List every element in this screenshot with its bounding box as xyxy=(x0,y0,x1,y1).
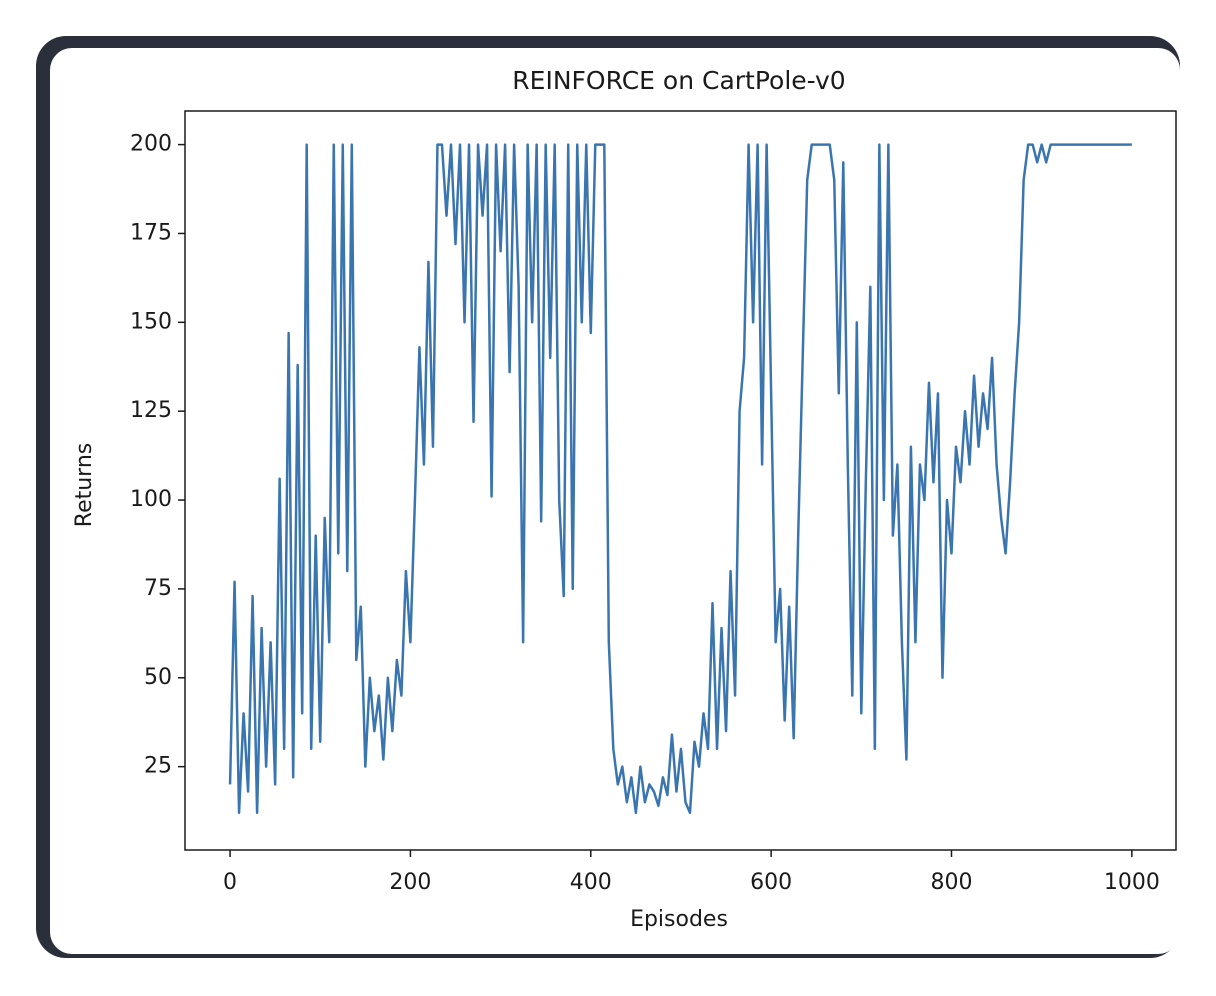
y-tick-label: 125 xyxy=(130,398,172,423)
x-tick-label: 1000 xyxy=(1104,870,1160,895)
x-tick-label: 0 xyxy=(223,870,237,895)
x-tick-label: 600 xyxy=(750,870,792,895)
axes-frame xyxy=(184,110,1177,851)
y-tick-label: 175 xyxy=(130,220,172,245)
figure-background xyxy=(50,48,1180,954)
chart-title: REINFORCE on CartPole-v0 xyxy=(512,66,845,95)
line-series xyxy=(228,143,1132,815)
x-tick-label: 800 xyxy=(930,870,972,895)
x-tick-label: 400 xyxy=(570,870,612,895)
y-tick-label: 25 xyxy=(144,754,172,779)
y-axis-label: Returns xyxy=(72,443,97,527)
x-axis-label: Episodes xyxy=(630,907,728,932)
y-tick-label: 200 xyxy=(130,132,172,157)
plot-area xyxy=(228,143,1132,815)
y-tick-label: 100 xyxy=(130,487,172,512)
x-tick-label: 200 xyxy=(389,870,431,895)
y-tick-label: 150 xyxy=(130,309,172,334)
y-tick-label: 50 xyxy=(144,665,172,690)
y-tick-label: 75 xyxy=(144,576,172,601)
